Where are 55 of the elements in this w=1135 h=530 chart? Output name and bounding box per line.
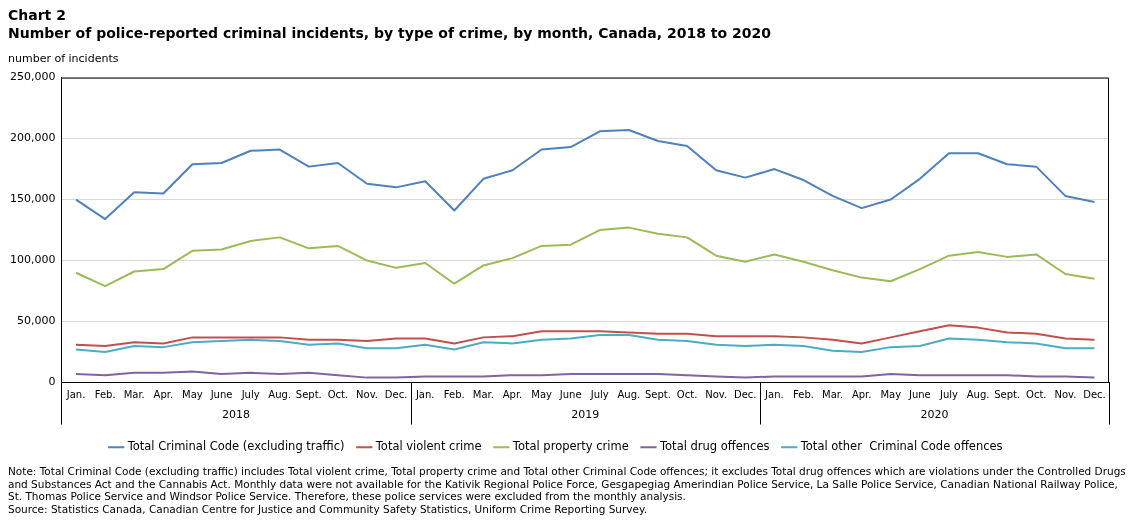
text: Note: Total Criminal Code (excluding traffic) includes Total violent crime, Total property crime and Total other Criminal Code offences; it excludes Total drug offences which are violations under the Controlled Drugs and Substances Act and the Cannabis Act. Monthly data were not available for the Kativik Regional Police Force, Gesgapegiag Amerindian Police Service, La Salle Police Service, Canadian National Railway Police, St. Thomas Police Service and Windsor Police Service. Therefore, these police services were excluded from the monthly analysis. — [8, 465, 1127, 503]
x-tick-label: Oct. — [1026, 389, 1047, 401]
x-tick-label: Mar. — [822, 389, 844, 401]
x-tick-label: Sept. — [994, 389, 1021, 401]
x-tick-label: Apr. — [153, 389, 174, 401]
x-tick-label: June — [907, 389, 931, 401]
legend-label: Total Criminal Code (excluding traffic) — [126, 439, 345, 454]
chart-subtitle: Number of police-reported criminal incidents, by type of crime, by month, Canada, 2018 to 2020 — [8, 24, 772, 42]
x-tick-label: Sept. — [295, 389, 322, 401]
x-tick-label: Mar. — [123, 389, 145, 401]
x-tick-label: May — [880, 389, 902, 401]
y-axis-title: number of incidents — [7, 51, 120, 65]
source-note: Source: Statistics Canada, Canadian Centre for Justice and Community Safety Statistics, Uniform Crime Reporting Survey. — [8, 502, 649, 515]
x-tick-label: Jan. — [764, 389, 784, 401]
y-tick-label: 250,000 — [9, 70, 56, 84]
text: 2019 — [571, 407, 600, 421]
x-tick-label: Feb. — [443, 389, 465, 401]
y-tick-label: 100,000 — [9, 253, 56, 267]
x-tick-label: Dec. — [384, 389, 408, 401]
x-tick-label: May — [182, 389, 203, 401]
x-tick-label: Nov. — [705, 389, 728, 401]
legend-label: Total violent crime — [374, 439, 482, 454]
text: 2020 — [920, 407, 949, 421]
x-tick-label: June — [558, 389, 582, 401]
x-tick-label: Sept. — [645, 389, 671, 401]
x-tick-label: Nov. — [1054, 389, 1077, 401]
x-tick-label: Feb. — [94, 389, 116, 401]
x-tick-label: Aug. — [268, 389, 292, 401]
x-tick-label: Oct. — [676, 389, 698, 401]
x-tick-label: July — [589, 389, 609, 401]
legend-label: Total drug offences — [659, 439, 770, 454]
x-tick-label: Aug. — [966, 389, 990, 401]
x-tick-label: Apr. — [851, 389, 872, 401]
x-tick-label: Dec. — [1083, 389, 1106, 401]
x-tick-label: Aug. — [617, 389, 641, 401]
x-tick-label: Oct. — [327, 389, 349, 401]
x-tick-label: Dec. — [734, 389, 757, 401]
x-tick-label: Apr. — [502, 389, 523, 401]
x-tick-label: Mar. — [472, 389, 494, 401]
legend-label: Total other Criminal Code offences — [799, 439, 1003, 454]
x-tick-label: Jan. — [414, 389, 435, 401]
x-tick-label: May — [531, 389, 553, 401]
y-tick-label: 200,000 — [9, 131, 56, 145]
text: 2018 — [222, 407, 251, 421]
x-tick-label: June — [209, 389, 233, 401]
x-tick-label: July — [938, 389, 959, 401]
x-tick-label: Nov. — [356, 389, 378, 401]
y-tick-label: 0 — [48, 375, 56, 389]
chart-title: Chart 2 — [8, 6, 67, 24]
y-tick-label: 50,000 — [16, 314, 56, 328]
y-tick-label: 150,000 — [9, 192, 56, 206]
legend-label: Total property crime — [511, 439, 629, 454]
x-tick-label: Feb. — [793, 389, 814, 401]
x-tick-label: Jan. — [65, 389, 86, 401]
x-tick-label: July — [240, 389, 260, 401]
